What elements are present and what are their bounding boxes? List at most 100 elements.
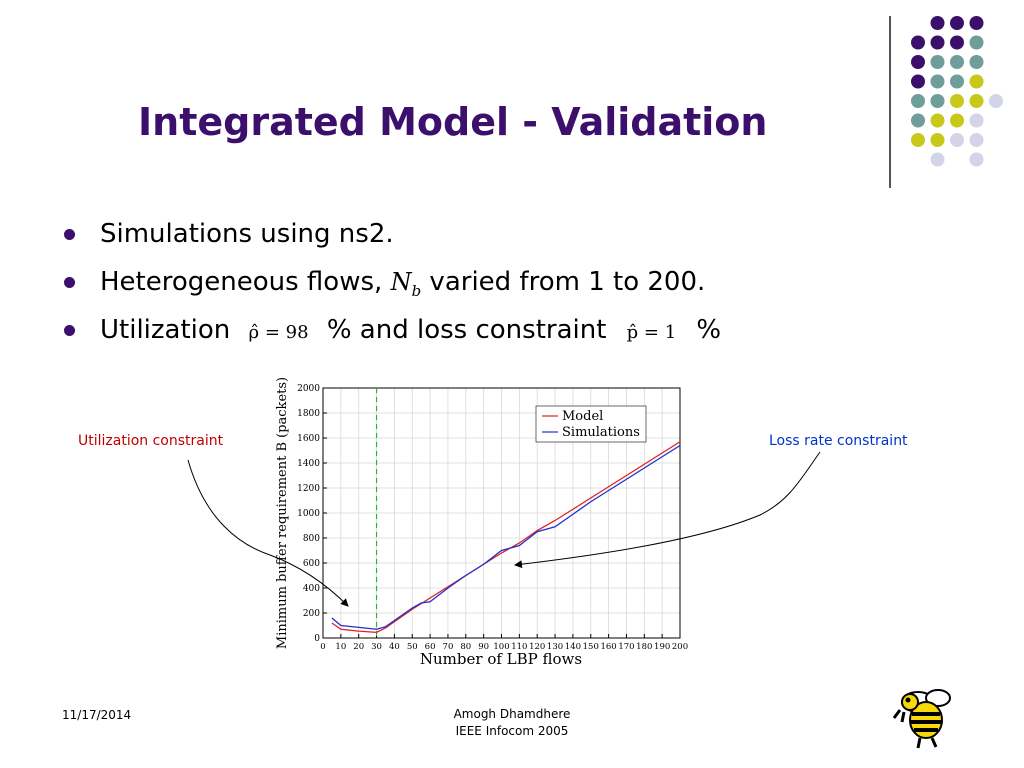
arrow-to-loss-rate-constraint	[514, 451, 821, 569]
decorative-dot	[950, 94, 964, 108]
x-tick-label: 60	[425, 642, 436, 652]
yellow-jacket-bee-icon	[892, 689, 951, 749]
series-line-model	[331, 441, 681, 634]
legend-label-simulations: Simulations	[562, 425, 640, 440]
x-axis-label: Number of LBP flows	[420, 650, 582, 668]
x-tick-label: 100	[493, 642, 509, 652]
x-tick-label: 140	[565, 642, 581, 652]
x-tick-label: 120	[529, 642, 545, 652]
decorative-dot	[950, 55, 964, 69]
decorative-dot	[950, 133, 964, 147]
decorative-dot	[930, 16, 945, 30]
math-loss: p̂ = 1	[626, 322, 677, 343]
decorative-dot	[969, 74, 984, 89]
y-tick-label: 1400	[297, 459, 320, 469]
decorative-dot	[930, 55, 945, 69]
title-divider-line	[889, 16, 891, 188]
decorative-dot	[930, 152, 945, 167]
y-tick-label: 600	[303, 559, 320, 569]
decorative-dot	[930, 94, 945, 108]
decorative-dot	[950, 74, 964, 89]
decorative-dot	[969, 55, 984, 69]
bullet-dot-icon	[64, 277, 75, 288]
bullet-text-pre: Utilization	[100, 315, 239, 345]
math-utilization: ρ̂ = 98	[248, 322, 309, 343]
x-tick-label: 70	[443, 642, 454, 652]
y-tick-label: 1600	[297, 434, 320, 444]
footer-conference: IEEE Infocom 2005	[455, 724, 569, 738]
y-tick-label: 200	[303, 609, 320, 619]
x-tick-label: 40	[389, 642, 400, 652]
decorative-dot	[930, 74, 945, 89]
bullet-item-1: Simulations using ns2.	[62, 210, 721, 258]
y-tick-label: 1200	[297, 484, 320, 494]
decorative-dot	[911, 94, 925, 108]
decorative-dot	[969, 113, 984, 128]
annotation-utilization-constraint: Utilization constraint	[78, 433, 224, 449]
bullet-item-3: Utilization ρ̂ = 98 % and loss constrain…	[62, 306, 721, 354]
legend-label-model: Model	[562, 409, 603, 424]
x-tick-label: 130	[547, 642, 563, 652]
bullet-text: Simulations using ns2.	[100, 219, 394, 249]
math-n: N	[390, 268, 412, 296]
y-tick-label: 2000	[297, 384, 320, 394]
decorative-dot	[930, 133, 945, 147]
x-tick-label: 10	[335, 642, 346, 652]
decorative-dot	[911, 133, 925, 147]
x-tick-label: 110	[511, 642, 527, 652]
decorative-dot	[969, 133, 984, 147]
slide-date: 11/17/2014	[62, 708, 132, 722]
slide-title: Integrated Model - Validation	[138, 100, 768, 144]
decorative-dot	[911, 55, 925, 69]
x-tick-label: 20	[353, 642, 364, 652]
bullet-dot-icon	[64, 325, 75, 336]
x-tick-label: 200	[672, 642, 688, 652]
bullet-text-post: varied from 1 to 200.	[421, 267, 706, 297]
x-tick-label: 30	[371, 642, 382, 652]
series-line-simulations	[331, 444, 681, 630]
bullet-list: Simulations using ns2. Heterogeneous flo…	[62, 210, 721, 354]
decorative-dot	[950, 113, 964, 128]
decorative-dot	[969, 16, 984, 30]
y-tick-label: 1000	[297, 509, 320, 519]
chart-legend: Model Simulations	[535, 405, 647, 443]
decorative-dot	[989, 94, 1003, 108]
arrow-to-utilization-constraint	[187, 459, 349, 607]
x-tick-label: 0	[320, 642, 325, 652]
legend-box	[535, 405, 647, 443]
x-tick-label: 180	[636, 642, 652, 652]
x-tick-label: 170	[618, 642, 634, 652]
bullet-text-post: %	[688, 315, 722, 345]
decorative-dot	[911, 74, 925, 89]
decorative-dot	[969, 152, 984, 167]
bullet-text-mid: % and loss constraint	[318, 315, 615, 345]
decorative-dot	[930, 35, 945, 50]
math-sub: b	[411, 282, 422, 301]
decorative-dot-pattern	[911, 16, 1003, 167]
x-tick-label: 160	[600, 642, 616, 652]
y-axis-label: Minimum buffer requirement B (packets)	[275, 377, 290, 649]
y-tick-label: 800	[303, 534, 320, 544]
decorative-dot	[930, 113, 945, 128]
bullet-dot-icon	[64, 229, 75, 240]
slide-footer: Amogh Dhamdhere IEEE Infocom 2005	[432, 706, 592, 740]
decorative-dot	[950, 35, 964, 50]
x-tick-label: 90	[478, 642, 489, 652]
decorative-dot	[969, 94, 984, 108]
x-tick-label: 80	[460, 642, 471, 652]
decorative-dot	[911, 35, 925, 50]
y-tick-label: 0	[314, 634, 320, 644]
x-tick-label: 150	[583, 642, 599, 652]
footer-author: Amogh Dhamdhere	[453, 707, 571, 721]
decorative-dot	[950, 16, 964, 30]
bullet-item-2: Heterogeneous flows, Nb varied from 1 to…	[62, 258, 721, 306]
x-tick-label: 190	[654, 642, 670, 652]
annotation-loss-rate-constraint: Loss rate constraint	[769, 433, 908, 449]
x-tick-label: 50	[407, 642, 418, 652]
y-tick-label: 1800	[297, 409, 320, 419]
bullet-text-pre: Heterogeneous flows,	[100, 267, 391, 297]
buffer-requirement-chart: 0 10 20 30 40 50 60 70 80 90 100 110 120 130 140 150 160…	[270, 368, 690, 668]
decorative-dot	[969, 35, 984, 50]
decorative-dot	[911, 113, 925, 128]
